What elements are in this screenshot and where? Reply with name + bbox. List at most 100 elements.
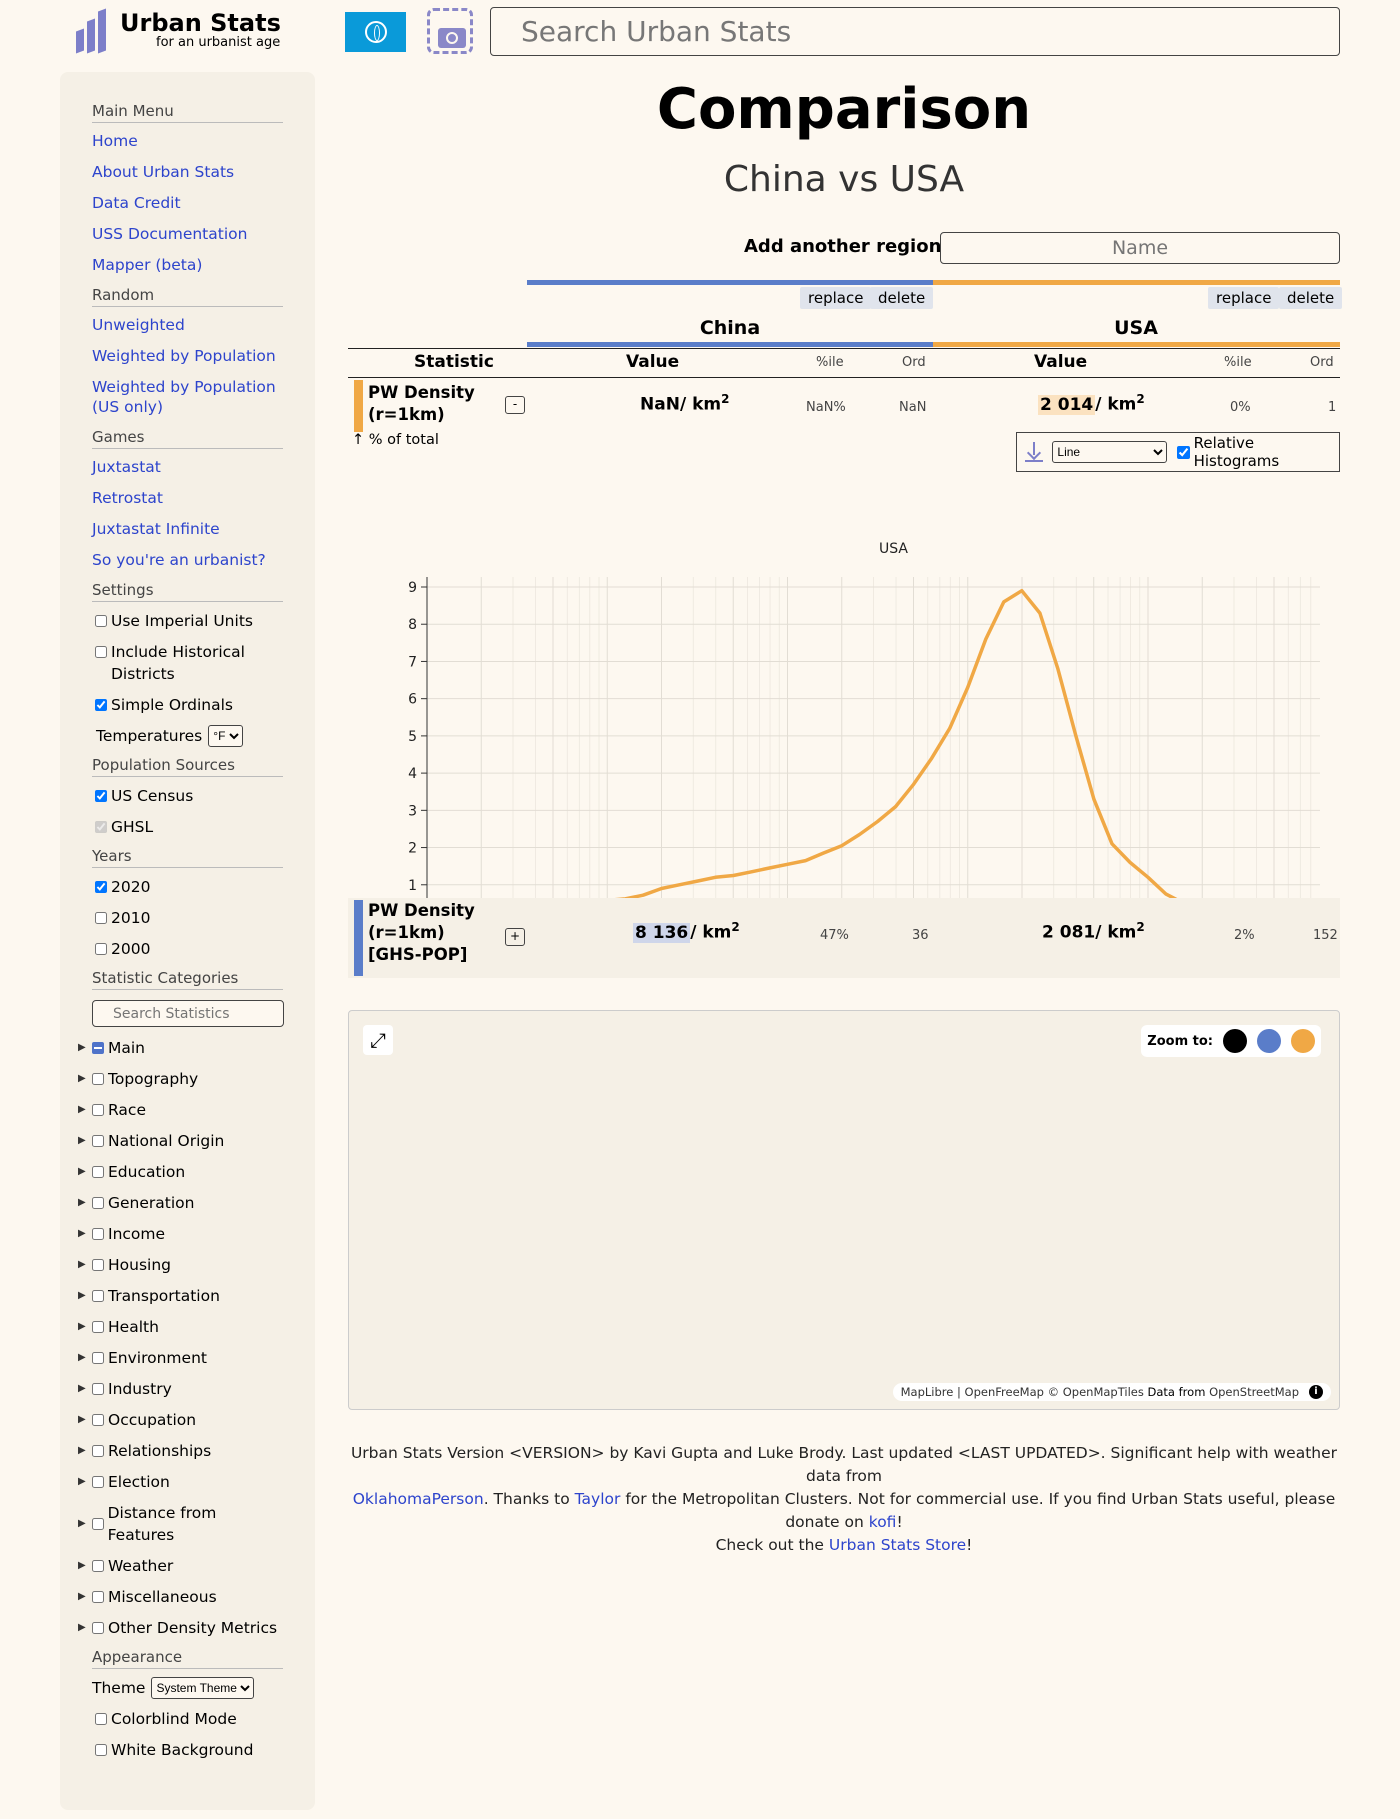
- category-checkbox[interactable]: [92, 1321, 104, 1333]
- china-header[interactable]: China: [699, 317, 761, 339]
- white-background-setting[interactable]: White Background: [92, 1739, 283, 1761]
- category-election[interactable]: ▶ Election: [78, 1473, 170, 1491]
- category-checkbox[interactable]: [92, 1560, 104, 1572]
- category-main[interactable]: ▶ Main: [78, 1039, 146, 1057]
- category-checkbox[interactable]: [92, 1073, 104, 1085]
- temperature-select[interactable]: °F: [208, 725, 244, 747]
- juxtastat-link[interactable]: Juxtastat: [92, 458, 161, 476]
- category-checkbox[interactable]: [92, 1414, 104, 1426]
- usa-delete-button[interactable]: delete: [1279, 287, 1343, 309]
- category-education[interactable]: ▶ Education: [78, 1163, 186, 1181]
- white-background-checkbox[interactable]: [95, 1744, 107, 1756]
- expand-triangle-icon[interactable]: ▶: [78, 1414, 86, 1425]
- kofi-link[interactable]: kofi: [868, 1513, 897, 1531]
- map[interactable]: ⤢ Zoom to: MapLibre | OpenFreeMap © Open…: [348, 1010, 1340, 1410]
- year-2010-setting[interactable]: 2010: [92, 907, 283, 929]
- mapper-link[interactable]: Mapper (beta): [92, 256, 203, 274]
- store-link[interactable]: Urban Stats Store: [828, 1536, 967, 1554]
- histogram-type-select[interactable]: Line: [1052, 441, 1167, 463]
- category-checkbox[interactable]: [92, 1622, 104, 1634]
- category-health[interactable]: ▶ Health: [78, 1318, 159, 1336]
- logo[interactable]: Urban Stats for an urbanist age: [76, 8, 281, 54]
- retrostat-link[interactable]: Retrostat: [92, 489, 163, 507]
- us-census-setting[interactable]: US Census: [92, 785, 283, 807]
- expand-triangle-icon[interactable]: ▶: [78, 1290, 86, 1301]
- relative-histograms-checkbox[interactable]: [1176, 445, 1190, 459]
- category-topography[interactable]: ▶ Topography: [78, 1070, 199, 1088]
- expand-triangle-icon[interactable]: ▶: [78, 1476, 86, 1487]
- category-housing[interactable]: ▶ Housing: [78, 1256, 172, 1274]
- category-other-density-metrics[interactable]: ▶ Other Density Metrics: [78, 1619, 278, 1637]
- screenshot-button[interactable]: [427, 8, 473, 54]
- zoom-china-button[interactable]: [1257, 1029, 1281, 1053]
- year-2020-checkbox[interactable]: [95, 881, 107, 893]
- category-distance-from-features[interactable]: ▶ Distance from Features: [78, 1504, 217, 1544]
- category-race[interactable]: ▶ Race: [78, 1101, 146, 1119]
- expand-triangle-icon[interactable]: ▶: [78, 1321, 86, 1332]
- colorblind-setting[interactable]: Colorblind Mode: [92, 1708, 283, 1730]
- statistics-search-input[interactable]: [92, 1000, 284, 1027]
- imperial-units-checkbox[interactable]: [95, 615, 107, 627]
- category-national-origin[interactable]: ▶ National Origin: [78, 1132, 225, 1150]
- relative-histograms-toggle[interactable]: Relative Histograms: [1176, 434, 1339, 470]
- expand-triangle-icon[interactable]: ▶: [78, 1445, 86, 1456]
- zoom-all-button[interactable]: [1223, 1029, 1247, 1053]
- category-income[interactable]: ▶ Income: [78, 1225, 166, 1243]
- year-2000-checkbox[interactable]: [95, 943, 107, 955]
- expand-triangle-icon[interactable]: ▶: [78, 1259, 86, 1270]
- expand-triangle-icon[interactable]: ▶: [78, 1383, 86, 1394]
- expand-triangle-icon[interactable]: ▶: [78, 1197, 86, 1208]
- fullscreen-icon[interactable]: ⤢: [363, 1025, 393, 1055]
- usa-replace-button[interactable]: replace: [1208, 287, 1280, 309]
- year-2000-setting[interactable]: 2000: [92, 938, 283, 960]
- expand-triangle-icon[interactable]: ▶: [78, 1166, 86, 1177]
- expand-triangle-icon[interactable]: ▶: [78, 1591, 86, 1602]
- historical-districts-checkbox[interactable]: [95, 646, 107, 658]
- china-delete-button[interactable]: delete: [870, 287, 934, 309]
- zoom-usa-button[interactable]: [1291, 1029, 1315, 1053]
- colorblind-checkbox[interactable]: [95, 1713, 107, 1725]
- expand-triangle-icon[interactable]: ▶: [78, 1560, 86, 1571]
- category-relationships[interactable]: ▶ Relationships: [78, 1442, 212, 1460]
- expand-button[interactable]: +: [505, 928, 525, 946]
- ghsl-setting[interactable]: GHSL: [92, 816, 283, 838]
- search-input[interactable]: [490, 7, 1340, 56]
- urbanist-quiz-link[interactable]: So you're an urbanist?: [92, 551, 266, 569]
- category-weather[interactable]: ▶ Weather: [78, 1557, 174, 1575]
- expand-triangle-icon[interactable]: ▶: [78, 1622, 86, 1633]
- category-miscellaneous[interactable]: ▶ Miscellaneous: [78, 1588, 217, 1606]
- oklahomaperson-link[interactable]: OklahomaPerson: [352, 1490, 484, 1508]
- category-checkbox[interactable]: [92, 1383, 104, 1395]
- category-checkbox[interactable]: [92, 1476, 104, 1488]
- theme-select[interactable]: System Theme: [151, 1677, 255, 1699]
- category-checkbox[interactable]: [92, 1290, 104, 1302]
- category-environment[interactable]: ▶ Environment: [78, 1349, 207, 1367]
- add-region-input[interactable]: [940, 232, 1340, 264]
- simple-ordinals-setting[interactable]: Simple Ordinals: [92, 694, 283, 716]
- expand-triangle-icon[interactable]: ▶: [78, 1518, 86, 1529]
- random-unweighted-link[interactable]: Unweighted: [92, 316, 185, 334]
- uss-docs-link[interactable]: USS Documentation: [92, 225, 248, 243]
- simple-ordinals-checkbox[interactable]: [95, 699, 107, 711]
- historical-districts-setting[interactable]: Include Historical Districts: [92, 641, 283, 685]
- category-checkbox[interactable]: [92, 1591, 104, 1603]
- taylor-link[interactable]: Taylor: [574, 1490, 621, 1508]
- data-credit-link[interactable]: Data Credit: [92, 194, 181, 212]
- stat-label[interactable]: PW Density (r=1km): [368, 383, 475, 424]
- usa-header[interactable]: USA: [1114, 317, 1158, 339]
- world-flag-button[interactable]: [345, 12, 406, 52]
- category-generation[interactable]: ▶ Generation: [78, 1194, 195, 1212]
- category-transportation[interactable]: ▶ Transportation: [78, 1287, 220, 1305]
- random-weighted-us-link[interactable]: Weighted by Population (US only): [92, 378, 276, 416]
- random-weighted-link[interactable]: Weighted by Population: [92, 347, 276, 365]
- category-checkbox[interactable]: [91, 1518, 104, 1530]
- expand-triangle-icon[interactable]: ▶: [78, 1135, 86, 1146]
- imperial-units-setting[interactable]: Use Imperial Units: [92, 610, 283, 632]
- category-checkbox[interactable]: [92, 1259, 104, 1271]
- download-icon[interactable]: [1025, 442, 1043, 462]
- about-link[interactable]: About Urban Stats: [92, 163, 235, 181]
- category-checkbox[interactable]: [92, 1228, 104, 1240]
- expand-triangle-icon[interactable]: ▶: [78, 1104, 86, 1115]
- expand-triangle-icon[interactable]: ▶: [78, 1073, 86, 1084]
- partial-checkbox[interactable]: [92, 1042, 104, 1054]
